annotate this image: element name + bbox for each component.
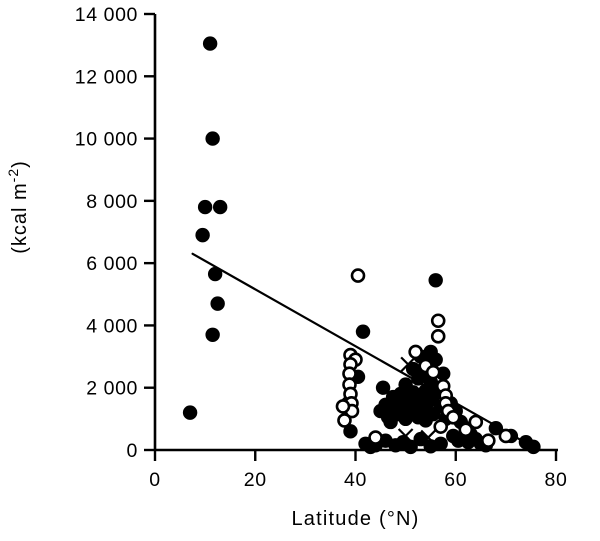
y-tick-label-4000: 4 000 <box>86 315 138 337</box>
data-point-open <box>433 419 449 434</box>
y-tick-label-10000: 10 000 <box>75 129 138 151</box>
series-open-circles <box>335 268 514 448</box>
x-axis-title: Latitude (°N) <box>291 508 419 530</box>
y-tick-label-8000: 8 000 <box>86 191 138 213</box>
x-tick-label-80: 80 <box>545 469 568 491</box>
data-point-open <box>335 399 351 414</box>
data-point-open <box>425 364 441 380</box>
y-tick-label-6000: 6 000 <box>86 253 138 275</box>
data-point-open <box>350 268 366 283</box>
data-point-filled <box>182 405 198 420</box>
y-tick-label-14000: 14 000 <box>75 4 138 26</box>
data-point-filled <box>207 266 223 282</box>
data-point-cross <box>397 428 414 444</box>
y-axis-title-group: (kcal m-2) <box>5 160 31 254</box>
regression-line <box>191 252 540 452</box>
data-point-filled <box>212 199 228 215</box>
data-point-open <box>481 433 496 448</box>
x-tick-label-0: 0 <box>149 469 160 491</box>
x-tick-label-20: 20 <box>244 469 267 491</box>
data-point-open <box>408 344 423 360</box>
data-point-filled <box>195 227 210 243</box>
x-tick-label-60: 60 <box>444 469 467 491</box>
data-point-cross <box>420 429 436 446</box>
data-point-filled <box>197 199 213 215</box>
data-point-filled <box>205 131 220 146</box>
data-point-open <box>445 409 461 425</box>
data-point-open <box>498 428 514 444</box>
data-point-filled <box>205 327 220 342</box>
y-tick-label-0: 0 <box>127 440 138 462</box>
data-point-filled <box>461 435 476 450</box>
data-point-filled <box>343 424 358 439</box>
series-cross-markers <box>397 356 436 446</box>
data-point-filled <box>488 421 504 436</box>
data-point-open <box>430 313 446 329</box>
y-axis-title: (kcal m-2) <box>5 160 31 254</box>
data-point-open <box>468 414 484 430</box>
data-point-filled <box>202 36 218 51</box>
data-point-cross <box>400 356 416 373</box>
data-point-filled <box>210 296 225 311</box>
data-point-filled <box>446 428 461 444</box>
data-point-filled <box>375 380 391 395</box>
data-point-open <box>458 422 474 438</box>
data-point-filled <box>433 436 448 451</box>
data-point-filled <box>355 324 371 339</box>
data-point-open <box>337 413 352 428</box>
data-point-open <box>368 430 383 445</box>
data-point-filled <box>403 439 418 455</box>
data-point-open <box>430 329 446 344</box>
x-tick-label-40: 40 <box>344 469 367 491</box>
y-tick-label-2000: 2 000 <box>86 378 138 400</box>
series-filled-circles <box>182 36 541 455</box>
y-tick-label-12000: 12 000 <box>75 66 138 88</box>
data-point-filled <box>428 273 443 288</box>
data-point-filled <box>526 439 541 455</box>
